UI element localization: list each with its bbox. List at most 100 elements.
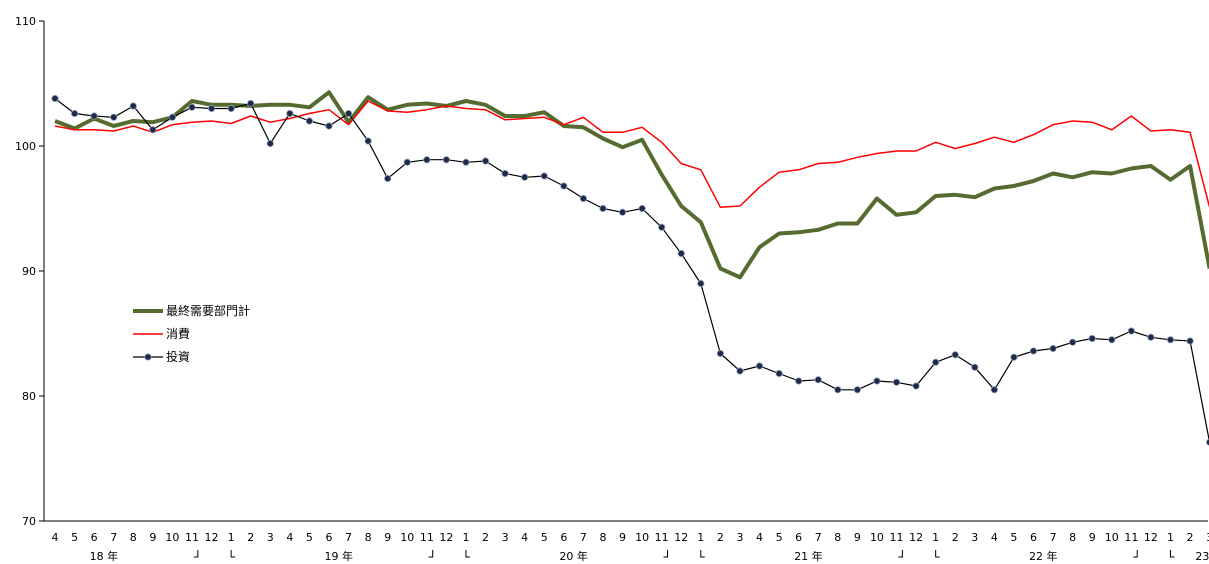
- x-tick-label: 8: [599, 531, 606, 544]
- x-tick-label: 9: [1089, 531, 1096, 544]
- series-total: [54, 90, 1209, 280]
- data-point-investment: [325, 122, 333, 130]
- data-point-investment: [462, 158, 470, 166]
- data-point-investment: [1147, 333, 1155, 341]
- data-point-investment: [697, 279, 705, 288]
- data-point-investment: [188, 103, 196, 111]
- data-point-investment: [990, 386, 998, 394]
- x-tick-label: 2: [717, 531, 724, 544]
- series-line-investment: [54, 98, 1209, 443]
- x-tick-label: 5: [1010, 531, 1017, 544]
- x-tick-label: 2: [1187, 531, 1194, 544]
- x-tick-label: 9: [619, 531, 626, 544]
- data-point-investment: [736, 367, 744, 375]
- data-point-investment: [521, 173, 529, 181]
- legend-marker-investment: [144, 353, 152, 361]
- x-tick-label: 12: [674, 531, 688, 544]
- series-line-total: [54, 90, 1209, 280]
- x-tick-label: 11: [420, 531, 434, 544]
- year-label: 23 年: [1195, 549, 1209, 563]
- year-end-bracket: [663, 550, 669, 558]
- legend-item-investment: 投資: [133, 349, 190, 364]
- year-label: 18 年: [90, 549, 119, 563]
- legend-label-consumption: 消費: [166, 326, 190, 341]
- data-point-investment: [912, 382, 920, 390]
- x-tick-label: 8: [130, 531, 137, 544]
- data-point-investment: [227, 104, 235, 113]
- x-tick-label: 4: [756, 531, 763, 544]
- data-point-investment: [149, 126, 157, 134]
- data-point-investment: [110, 113, 118, 121]
- x-tick-label: 11: [655, 531, 669, 544]
- legend: 最終需要部門計 消費 投資: [133, 303, 250, 364]
- x-tick-label: 5: [306, 531, 313, 544]
- data-point-investment: [1166, 336, 1175, 344]
- x-tick-label: 11: [185, 531, 199, 544]
- x-tick-label: 5: [541, 531, 548, 544]
- x-tick-label: 10: [1105, 531, 1119, 544]
- data-point-investment: [599, 204, 607, 213]
- year-end-bracket: [898, 550, 903, 558]
- data-point-investment: [1029, 347, 1038, 355]
- x-tick-label: 7: [345, 531, 352, 544]
- year-start-bracket: [230, 550, 236, 558]
- y-tick-label: 80: [22, 390, 36, 403]
- x-tick-label: 2: [482, 531, 489, 544]
- x-tick-label: 3: [1206, 531, 1209, 544]
- data-point-investment: [795, 377, 803, 385]
- year-end-bracket: [193, 550, 199, 558]
- x-tick-label: 10: [400, 531, 414, 544]
- data-point-investment: [481, 157, 490, 165]
- x-tick-label: 9: [854, 531, 861, 544]
- data-point-investment: [1108, 336, 1116, 344]
- y-axis: 70 80 90 100 110: [15, 15, 45, 528]
- x-tick-label: 12: [439, 531, 453, 544]
- data-point-investment: [853, 386, 861, 394]
- x-tick-label: 10: [870, 531, 884, 544]
- data-point-investment: [168, 113, 177, 121]
- series-line-consumption: [54, 100, 1209, 209]
- x-tick-label: 3: [267, 531, 274, 544]
- data-point-investment: [266, 139, 274, 148]
- year-start-bracket: [935, 550, 940, 558]
- data-point-investment: [873, 377, 881, 385]
- year-start-bracket: [465, 550, 470, 558]
- legend-label-total: 最終需要部門計: [166, 303, 250, 318]
- data-point-investment: [834, 386, 842, 394]
- data-point-investment: [403, 158, 411, 166]
- data-point-investment: [638, 204, 646, 213]
- year-label: 19 年: [325, 549, 354, 563]
- data-point-investment: [658, 223, 666, 231]
- data-point-investment: [51, 94, 59, 103]
- x-tick-label: 9: [384, 531, 391, 544]
- year-label: 22 年: [1029, 549, 1058, 563]
- data-point-investment: [579, 194, 587, 203]
- data-point-investment: [951, 351, 959, 359]
- x-tick-label: 6: [560, 531, 567, 544]
- year-label: 21 年: [794, 549, 823, 563]
- data-point-investment: [1049, 344, 1057, 353]
- data-point-investment: [1088, 334, 1096, 343]
- x-tick-label: 8: [365, 531, 372, 544]
- y-tick-label: 100: [15, 140, 36, 153]
- data-point-investment: [775, 369, 783, 378]
- x-tick-label: 5: [71, 531, 78, 544]
- data-point-investment: [932, 358, 940, 366]
- x-tick-label: 2: [247, 531, 254, 544]
- data-point-investment: [1010, 353, 1018, 361]
- x-tick-label: 11: [1124, 531, 1138, 544]
- data-point-investment: [892, 378, 901, 386]
- data-point-investment: [971, 363, 979, 371]
- data-point-investment: [540, 172, 548, 180]
- data-point-investment: [207, 104, 216, 113]
- data-point-investment: [618, 208, 627, 216]
- data-point-investment: [384, 174, 392, 183]
- x-axis: 4 5 6 7 8 9 10 11 12 1 2 3 4 5 6 7 8 9 10 11 12 1 2 3 4 5 6 7 8 9 10 11…: [44, 520, 1209, 563]
- x-tick-label: 4: [52, 531, 59, 544]
- year-end-bracket: [428, 550, 434, 558]
- year-start-bracket: [700, 550, 705, 558]
- x-tick-label: 12: [205, 531, 219, 544]
- data-point-investment: [677, 249, 685, 258]
- x-tick-label: 1: [462, 531, 469, 544]
- x-tick-label: 10: [165, 531, 179, 544]
